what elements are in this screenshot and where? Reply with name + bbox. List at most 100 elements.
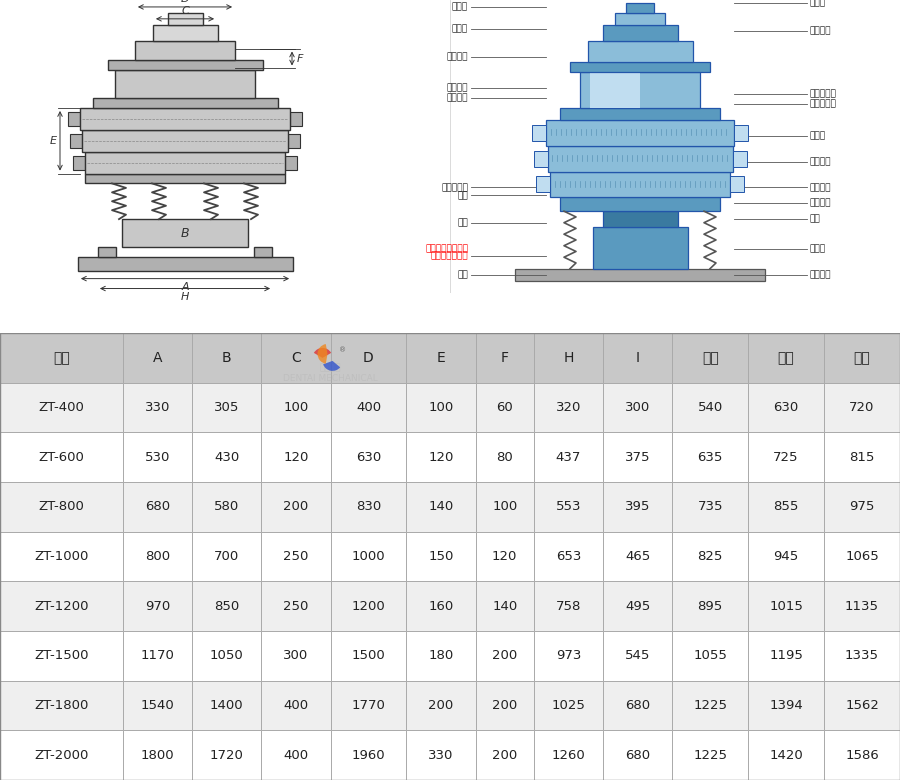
Bar — [0, 532, 122, 581]
Text: 437: 437 — [555, 451, 581, 464]
Bar — [261, 333, 330, 383]
Text: 100: 100 — [492, 501, 517, 513]
Bar — [476, 681, 534, 730]
Text: 1195: 1195 — [770, 650, 803, 662]
Bar — [80, 108, 290, 130]
Text: 180: 180 — [428, 650, 454, 662]
Text: 553: 553 — [555, 501, 581, 513]
Bar — [330, 631, 407, 681]
Text: 305: 305 — [214, 401, 239, 414]
Bar — [672, 681, 748, 730]
Text: 635: 635 — [698, 451, 723, 464]
Bar — [261, 482, 330, 532]
Text: 底座: 底座 — [457, 270, 468, 279]
Text: 二层: 二层 — [778, 351, 795, 365]
Text: 1960: 1960 — [352, 749, 385, 761]
Bar — [547, 146, 733, 172]
Text: 758: 758 — [555, 600, 581, 613]
Text: 1562: 1562 — [845, 699, 879, 712]
Text: 型号: 型号 — [53, 351, 70, 365]
Text: 120: 120 — [284, 451, 309, 464]
Bar — [0, 432, 122, 482]
Text: ZT-400: ZT-400 — [39, 401, 85, 414]
Bar — [602, 25, 678, 41]
Bar — [534, 532, 603, 581]
Bar — [122, 383, 192, 432]
Bar — [603, 333, 672, 383]
Bar — [330, 333, 407, 383]
Bar — [824, 532, 900, 581]
Text: C: C — [291, 351, 301, 365]
Text: 825: 825 — [698, 550, 723, 563]
Bar — [122, 432, 192, 482]
Text: 1420: 1420 — [770, 749, 803, 761]
Text: 防尘盖: 防尘盖 — [452, 2, 468, 12]
Text: 680: 680 — [145, 501, 170, 513]
Bar — [261, 681, 330, 730]
Text: 1065: 1065 — [845, 550, 879, 563]
Bar — [476, 631, 534, 681]
Bar — [824, 681, 900, 730]
Bar — [592, 227, 688, 268]
Bar — [748, 581, 824, 631]
Text: 140: 140 — [492, 600, 517, 613]
Bar — [672, 333, 748, 383]
Text: H: H — [563, 351, 573, 365]
Text: 1015: 1015 — [770, 600, 803, 613]
Text: 250: 250 — [284, 600, 309, 613]
Text: ZT-1800: ZT-1800 — [34, 699, 88, 712]
Bar — [122, 482, 192, 532]
Text: 653: 653 — [555, 550, 581, 563]
Text: 1800: 1800 — [140, 749, 175, 761]
Bar — [748, 730, 824, 780]
Bar — [192, 532, 261, 581]
Text: 200: 200 — [492, 749, 517, 761]
Bar — [261, 432, 330, 482]
Text: B: B — [222, 351, 231, 365]
Bar — [122, 730, 192, 780]
Bar — [115, 70, 255, 98]
Text: 430: 430 — [214, 451, 239, 464]
Text: 200: 200 — [492, 699, 517, 712]
Bar — [824, 631, 900, 681]
Text: 630: 630 — [356, 451, 381, 464]
Text: 800: 800 — [145, 550, 170, 563]
Bar — [407, 532, 476, 581]
Text: 三层: 三层 — [854, 351, 870, 365]
Text: 895: 895 — [698, 600, 723, 613]
Bar — [733, 151, 746, 167]
Bar — [534, 730, 603, 780]
Text: 160: 160 — [428, 600, 454, 613]
Bar — [534, 631, 603, 681]
Bar — [261, 383, 330, 432]
Bar — [261, 730, 330, 780]
Text: 橡胶球: 橡胶球 — [810, 131, 826, 140]
Text: 400: 400 — [284, 749, 309, 761]
Bar — [748, 532, 824, 581]
Bar — [603, 730, 672, 780]
Bar — [0, 730, 122, 780]
Text: 1135: 1135 — [845, 600, 879, 613]
Bar — [515, 268, 765, 281]
Text: 630: 630 — [773, 401, 798, 414]
Bar — [672, 730, 748, 780]
Text: 680: 680 — [625, 749, 650, 761]
Text: ZT-1500: ZT-1500 — [34, 650, 89, 662]
Bar — [672, 432, 748, 482]
Bar — [580, 73, 700, 108]
Text: 试机时去掉！！！: 试机时去掉！！！ — [425, 244, 468, 254]
Text: 1335: 1335 — [845, 650, 879, 662]
Text: D: D — [363, 351, 374, 365]
Bar — [748, 681, 824, 730]
Bar — [603, 432, 672, 482]
Text: 辅助筛网: 辅助筛网 — [810, 27, 832, 35]
Text: F: F — [297, 54, 303, 63]
Text: 140: 140 — [428, 501, 454, 513]
Text: A: A — [153, 351, 162, 365]
Bar — [532, 125, 546, 141]
Bar — [407, 631, 476, 681]
Text: C: C — [181, 6, 189, 16]
Bar — [98, 247, 116, 257]
Bar — [603, 581, 672, 631]
Bar — [672, 383, 748, 432]
